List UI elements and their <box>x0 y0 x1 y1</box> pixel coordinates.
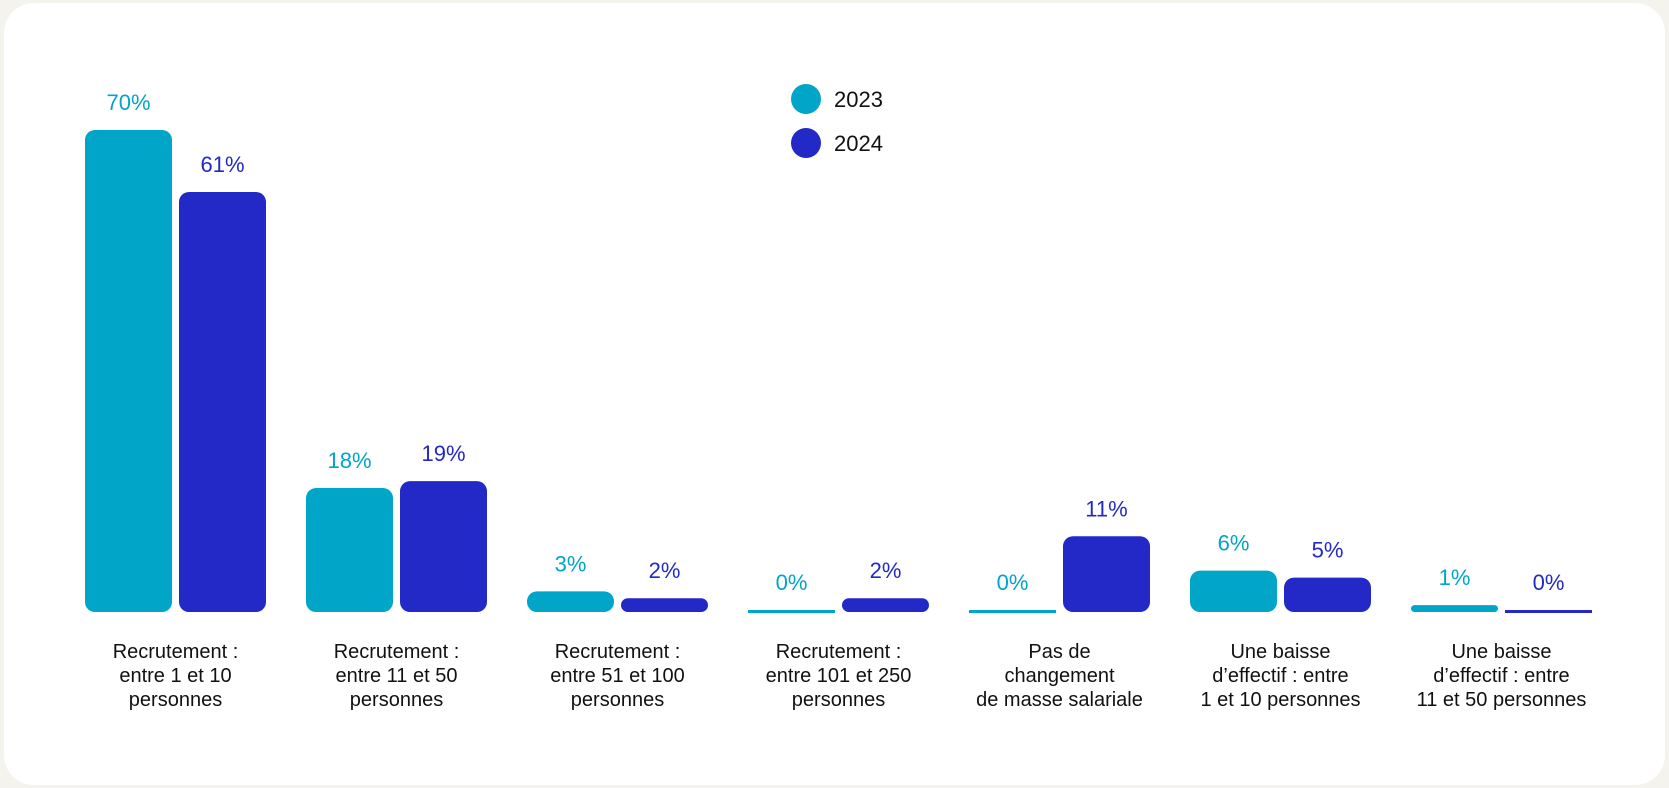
bar-2024-6 <box>1505 610 1592 613</box>
bar-2024-5 <box>1284 577 1371 612</box>
category-label-2-2: personnes <box>571 689 664 711</box>
bar-2024-1 <box>400 481 487 612</box>
category-label-2-1: entre 51 et 100 <box>550 665 685 687</box>
data-label-2023-3: 0% <box>776 570 808 595</box>
category-label-3-0: Recrutement : <box>776 641 902 663</box>
category-label-5-2: 1 et 10 personnes <box>1200 689 1360 711</box>
category-label-6-0: Une baisse <box>1451 641 1551 663</box>
bar-2024-2 <box>621 598 708 612</box>
category-label-2-0: Recrutement : <box>555 641 681 663</box>
bar-2024-4 <box>1063 536 1150 612</box>
bar-2023-4 <box>969 610 1056 613</box>
bar-2024-0 <box>179 191 266 612</box>
category-label-5-1: d’effectif : entre <box>1212 665 1348 687</box>
category-label-6-1: d’effectif : entre <box>1433 665 1569 687</box>
category-label-0-2: personnes <box>129 689 222 711</box>
data-label-2023-1: 18% <box>327 448 371 473</box>
data-label-2024-6: 0% <box>1533 570 1565 595</box>
category-label-1-2: personnes <box>350 689 443 711</box>
bar-2023-0 <box>85 130 172 612</box>
data-label-2023-0: 70% <box>106 90 150 115</box>
data-label-2023-5: 6% <box>1218 531 1250 556</box>
data-label-2023-2: 3% <box>555 551 587 576</box>
category-label-4-1: changement <box>1004 665 1115 687</box>
category-label-3-2: personnes <box>792 689 885 711</box>
bar-2023-2 <box>527 591 614 612</box>
bar-2023-3 <box>748 610 835 613</box>
legend-label-2023: 2023 <box>834 87 883 112</box>
category-label-3-1: entre 101 et 250 <box>766 665 912 687</box>
data-label-2023-6: 1% <box>1439 565 1471 590</box>
category-label-6-2: 11 et 50 personnes <box>1417 689 1587 711</box>
data-label-2024-1: 19% <box>421 441 465 466</box>
bar-2023-5 <box>1190 570 1277 612</box>
data-label-2024-5: 5% <box>1312 538 1344 563</box>
data-label-2024-0: 61% <box>200 152 244 177</box>
chart-card <box>4 3 1665 785</box>
data-label-2024-2: 2% <box>649 558 681 583</box>
data-label-2024-3: 2% <box>870 558 902 583</box>
bar-2023-1 <box>306 488 393 612</box>
category-label-4-2: de masse salariale <box>976 689 1143 711</box>
bar-2023-6 <box>1411 605 1498 612</box>
data-label-2024-4: 11% <box>1085 496 1127 521</box>
category-label-1-1: entre 11 et 50 <box>336 665 458 687</box>
bar-2024-3 <box>842 598 929 612</box>
category-label-0-0: Recrutement : <box>113 641 239 663</box>
legend-marker-2023 <box>791 84 821 114</box>
data-label-2023-4: 0% <box>997 570 1029 595</box>
category-label-4-0: Pas de <box>1028 641 1090 663</box>
category-label-0-1: entre 1 et 10 <box>119 665 231 687</box>
legend-label-2024: 2024 <box>834 131 883 156</box>
category-label-1-0: Recrutement : <box>334 641 460 663</box>
legend-marker-2024 <box>791 128 821 158</box>
category-label-5-0: Une baisse <box>1230 641 1330 663</box>
